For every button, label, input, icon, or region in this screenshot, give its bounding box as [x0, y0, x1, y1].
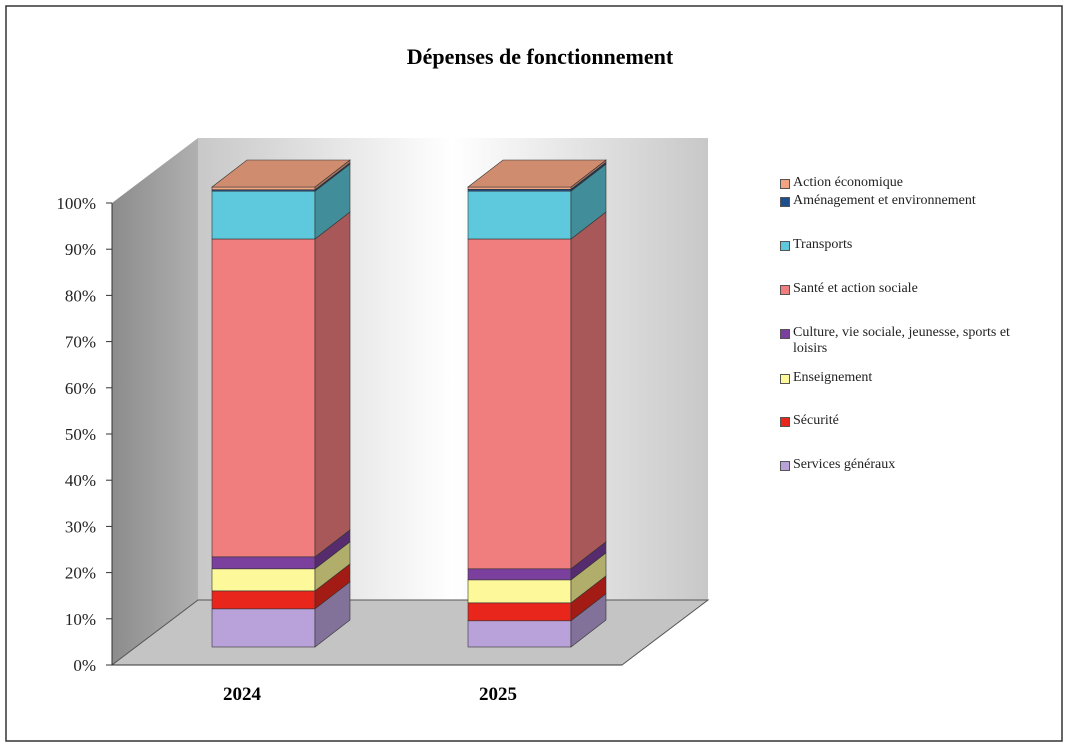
legend-swatch [780, 241, 790, 251]
bar-front [467, 620, 572, 648]
bar-front [211, 556, 316, 570]
legend-item: Action économique [780, 175, 1030, 191]
y-tick-label: 50% [65, 425, 96, 444]
legend-item: Santé et action sociale [780, 281, 1030, 297]
bar-side [314, 211, 351, 558]
legend-swatch [780, 197, 790, 207]
legend-swatch [780, 374, 790, 384]
legend-item: Enseignement [780, 370, 1030, 386]
floor [110, 599, 710, 666]
legend-label: Aménagement et environnement [793, 193, 976, 208]
legend-swatch [780, 285, 790, 295]
bar-front [211, 608, 316, 648]
legend-item: Sécurité [780, 413, 1030, 429]
bar-front [467, 190, 572, 240]
bar-front [467, 602, 572, 622]
y-tick-label: 0% [73, 656, 96, 675]
y-tick-label: 90% [65, 240, 96, 259]
legend-label: Sécurité [793, 413, 839, 428]
chart-title: Dépenses de fonctionnement [407, 44, 674, 69]
x-tick-label: 2024 [223, 684, 262, 705]
y-tick-label: 40% [65, 471, 96, 490]
legend-item: Transports [780, 237, 1030, 253]
y-tick-label: 70% [65, 333, 96, 352]
bar-front [467, 186, 572, 190]
bar-front [467, 568, 572, 581]
y-tick-label: 80% [65, 286, 96, 305]
bar-front [211, 190, 316, 240]
y-tick-label: 20% [65, 564, 96, 583]
legend-item: Culture, vie sociale, jeunesse, sports e… [780, 325, 1030, 357]
bar-front [211, 186, 316, 191]
bar-top [211, 159, 351, 188]
bar-front [211, 590, 316, 610]
bar-front [211, 568, 316, 592]
bar-front [211, 238, 316, 558]
y-tick-label: 10% [65, 610, 96, 629]
y-tick-label: 60% [65, 379, 96, 398]
bar-side [570, 211, 607, 570]
legend-swatch [780, 329, 790, 339]
side-wall [112, 138, 198, 665]
legend-label: Action économique [793, 175, 904, 190]
legend-swatch [780, 417, 790, 427]
bar-front [467, 238, 572, 570]
legend-label: Transports [793, 237, 853, 252]
legend-item: Aménagement et environnement [780, 193, 1030, 209]
legend-label: Services généraux [793, 457, 896, 472]
legend-swatch [780, 461, 790, 471]
legend-label: Enseignement [793, 370, 873, 385]
y-tick-label: 30% [65, 517, 96, 536]
y-tick-label: 100% [56, 194, 96, 213]
legend-swatch [780, 179, 790, 189]
bar-front [467, 579, 572, 604]
bar-top [467, 159, 607, 188]
legend-item: Services généraux [780, 457, 1030, 473]
x-tick-label: 2025 [479, 684, 517, 705]
legend-label: Culture, vie sociale, jeunesse, sports e… [793, 325, 1010, 356]
legend-label: Santé et action sociale [793, 281, 918, 296]
